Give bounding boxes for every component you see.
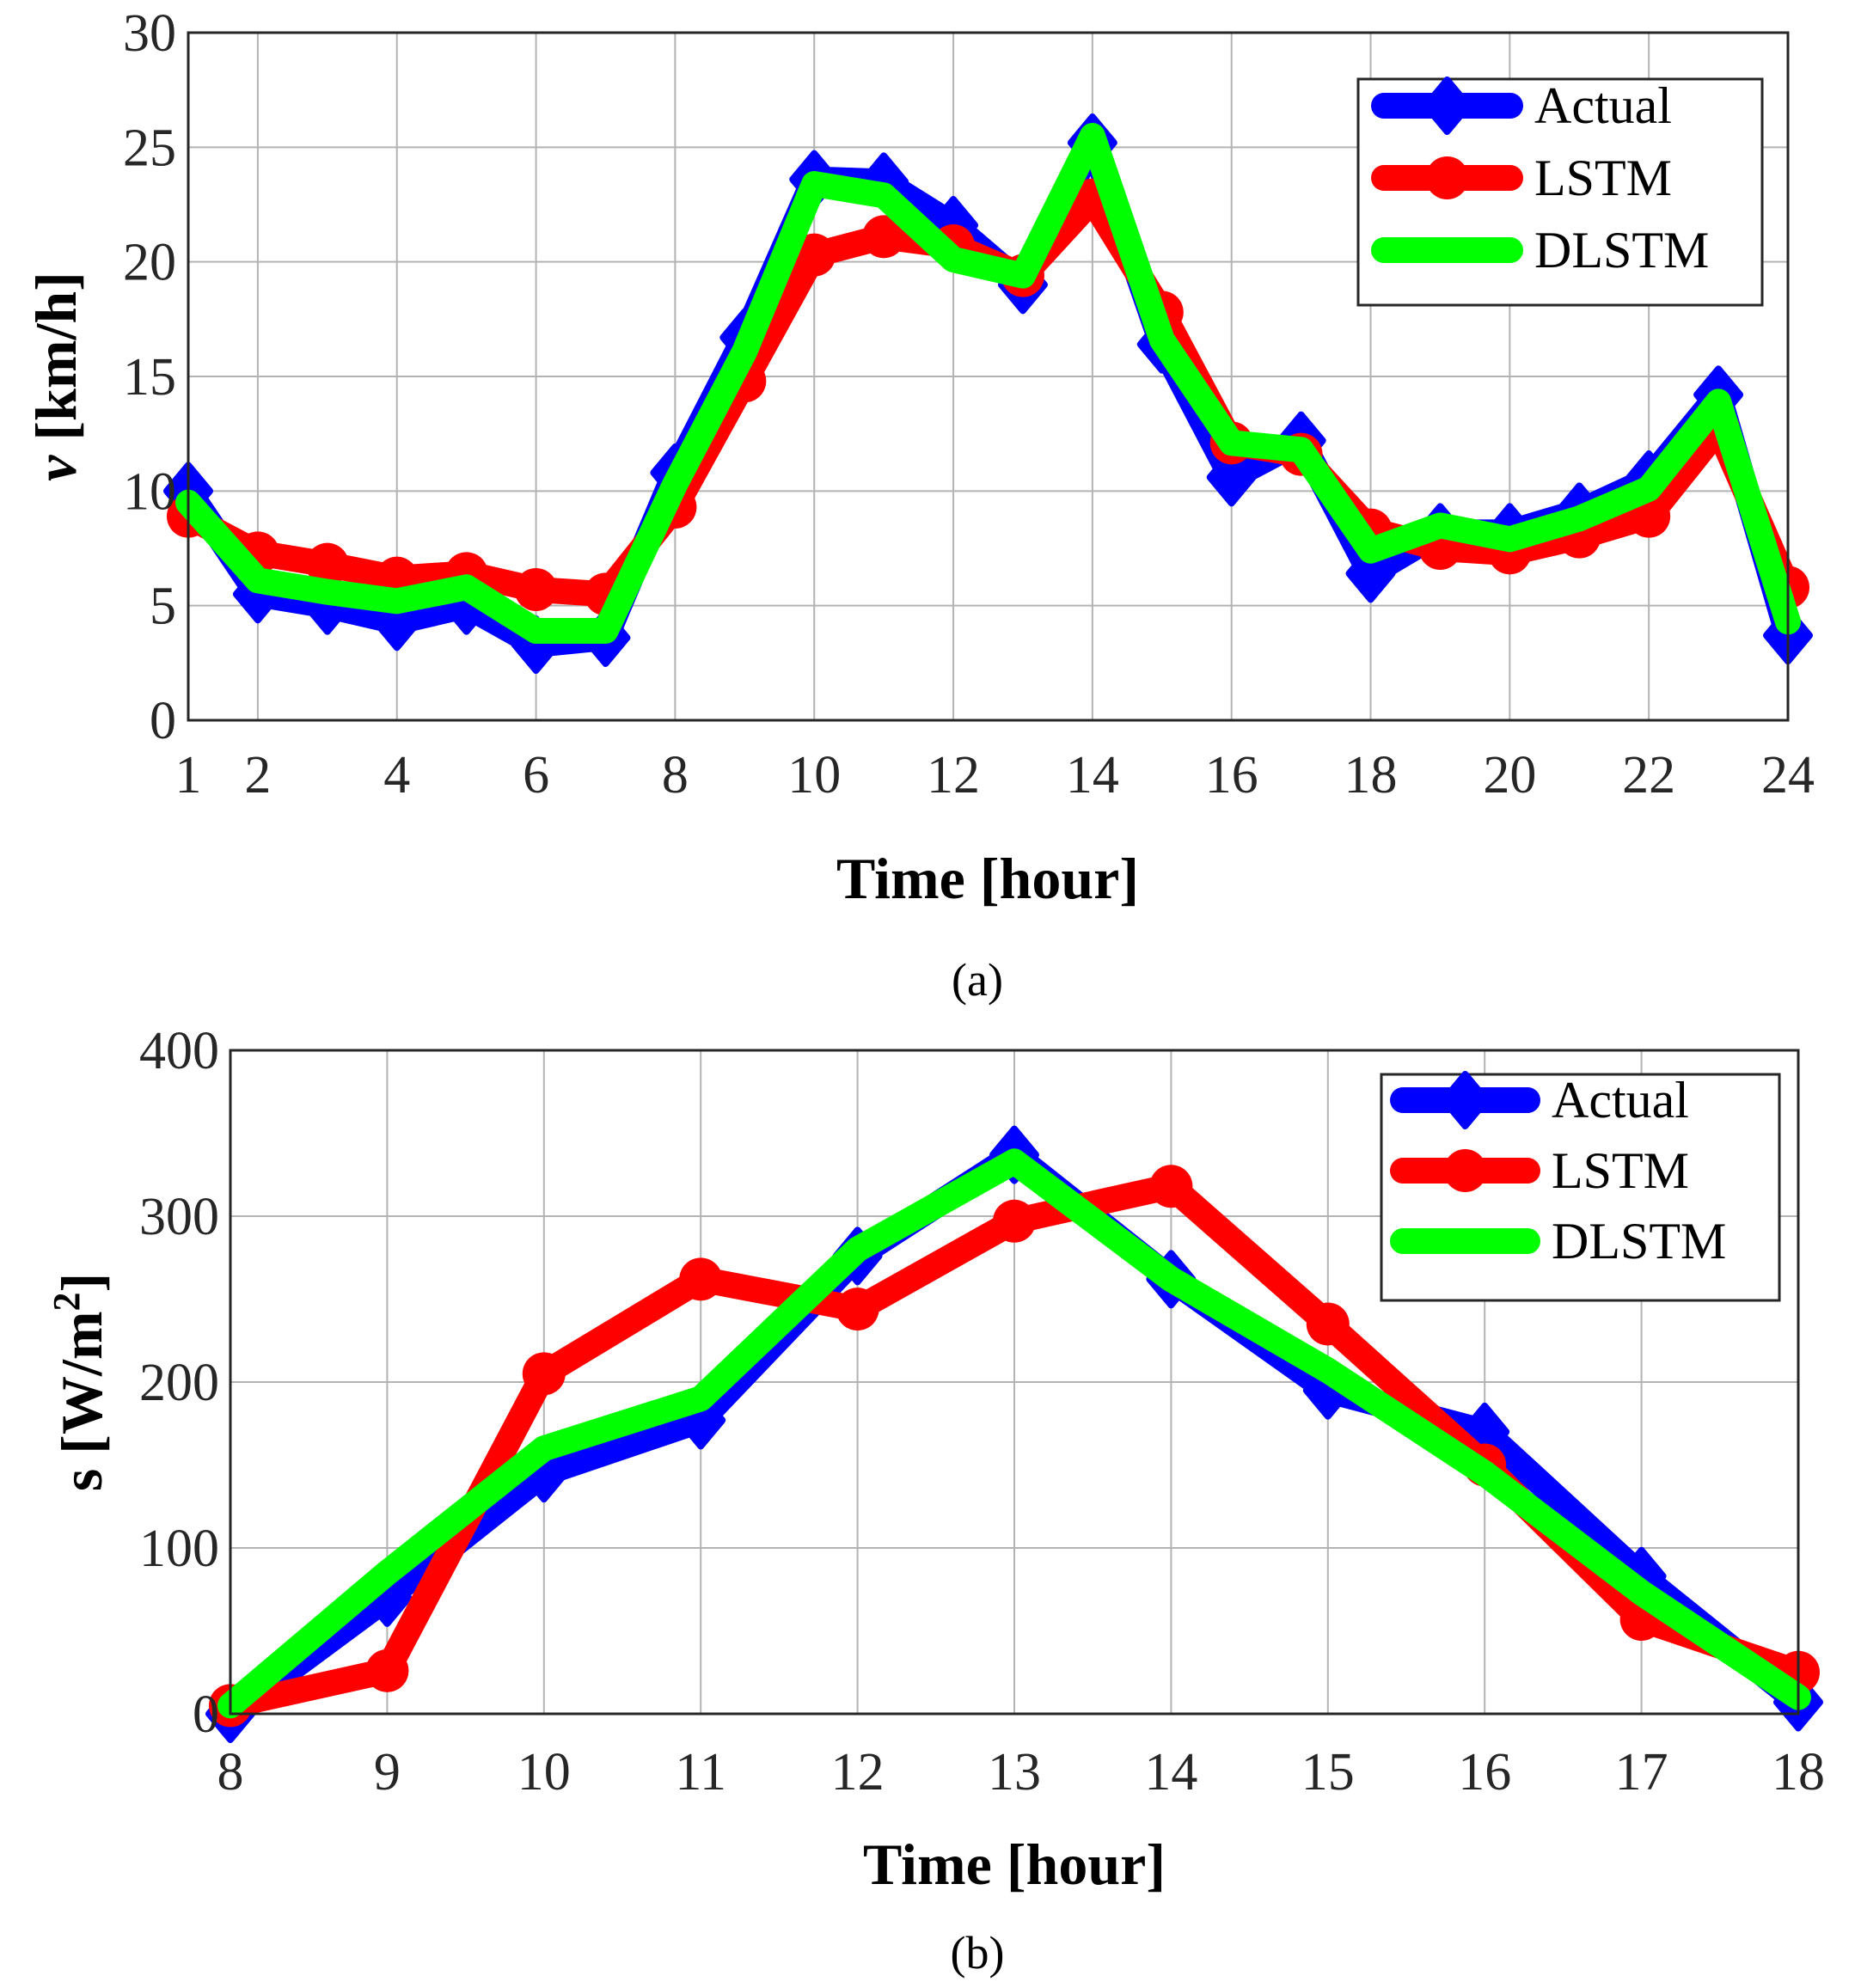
x-axis-label-a: Time [hour] <box>836 846 1139 911</box>
y-axis-unit-a: [km/h] <box>23 272 89 455</box>
x-tick-label: 10 <box>517 1743 571 1801</box>
point-lstm <box>1149 1165 1193 1208</box>
y-ticks-b: 0 100 200 300 400 <box>139 1022 219 1744</box>
legend-marker-lstm <box>1443 1149 1487 1192</box>
x-tick-label: 18 <box>1344 746 1398 804</box>
y-tick-label: 10 <box>123 462 176 521</box>
x-axis-label-b: Time [hour] <box>863 1832 1166 1897</box>
x-tick-label: 8 <box>662 746 689 804</box>
point-lstm <box>836 1288 879 1331</box>
point-lstm <box>1306 1302 1350 1346</box>
x-tick-label: 8 <box>217 1743 244 1801</box>
series-line-dlstm <box>217 1148 1811 1719</box>
panel-label-b: (b) <box>951 1927 1005 1979</box>
y-axis-symbol-a: v <box>23 455 89 481</box>
x-tick-label: 15 <box>1301 1743 1355 1801</box>
y-axis-sup-b: 2 <box>46 1293 88 1312</box>
y-tick-label: 300 <box>139 1188 219 1246</box>
y-tick-label: 0 <box>193 1685 219 1744</box>
y-tick-label: 400 <box>139 1022 219 1080</box>
x-tick-label: 22 <box>1622 746 1675 804</box>
x-tick-label: 24 <box>1761 746 1815 804</box>
y-axis-close-b: ] <box>49 1273 114 1293</box>
legend-marker-actual <box>1440 1071 1491 1129</box>
x-tick-label: 4 <box>383 746 410 804</box>
x-tick-label: 12 <box>927 746 980 804</box>
point-actual <box>1206 448 1257 507</box>
point-lstm <box>305 542 349 586</box>
x-tick-label: 16 <box>1458 1743 1511 1801</box>
x-tick-label: 2 <box>244 746 271 804</box>
legend-marker-actual <box>1422 76 1472 135</box>
point-lstm <box>793 233 836 277</box>
x-ticks-b: 8 9 10 11 12 13 14 15 16 17 18 <box>217 1743 1826 1801</box>
chart-panel-b: 0 100 200 300 400 8 9 10 11 12 13 14 15 16 17 18 Time … <box>46 1022 1825 1979</box>
y-tick-label: 200 <box>139 1354 219 1412</box>
x-ticks-a: 1 2 4 6 8 10 12 14 16 18 20 22 24 <box>175 746 1815 804</box>
panel-label-a: (a) <box>952 954 1003 1006</box>
point-lstm <box>365 1649 409 1692</box>
y-tick-label: 0 <box>150 692 176 750</box>
x-tick-label: 14 <box>1066 746 1119 804</box>
x-tick-label: 16 <box>1205 746 1258 804</box>
y-tick-label: 15 <box>123 348 176 407</box>
point-lstm <box>993 1199 1036 1243</box>
legend-label-lstm: LSTM <box>1552 1142 1689 1199</box>
x-tick-label: 17 <box>1615 1743 1668 1801</box>
legend-label-dlstm: DLSTM <box>1552 1213 1726 1269</box>
x-tick-label: 9 <box>374 1743 401 1801</box>
x-tick-label: 6 <box>523 746 549 804</box>
x-tick-label: 10 <box>787 746 841 804</box>
y-ticks-a: 0 5 10 15 20 25 30 <box>123 4 176 750</box>
legend-b: Actual LSTM DLSTM <box>1380 1071 1781 1302</box>
legend-label-actual: Actual <box>1534 77 1672 134</box>
legend-label-dlstm: DLSTM <box>1534 222 1709 278</box>
legend-label-lstm: LSTM <box>1534 150 1672 206</box>
series-line-dlstm <box>175 123 1801 644</box>
y-tick-label: 20 <box>123 234 176 292</box>
x-tick-label: 18 <box>1772 1743 1825 1801</box>
legend-marker-lstm <box>1425 156 1469 199</box>
point-lstm <box>522 1352 566 1396</box>
x-tick-label: 1 <box>175 746 202 804</box>
y-tick-label: 25 <box>123 119 176 177</box>
x-tick-label: 20 <box>1483 746 1536 804</box>
y-axis-label-b: s [W/m2] <box>46 1273 114 1491</box>
point-lstm <box>862 215 906 259</box>
x-tick-label: 14 <box>1144 1743 1197 1801</box>
y-tick-label: 30 <box>123 4 176 63</box>
plot-frame-b <box>229 1049 1800 1716</box>
legend-label-actual: Actual <box>1552 1072 1689 1129</box>
point-actual <box>1345 544 1396 603</box>
point-lstm <box>514 568 558 611</box>
series-b <box>205 1125 1823 1743</box>
plot-frame-a <box>187 31 1790 722</box>
legend-a: Actual LSTM DLSTM <box>1356 76 1764 307</box>
x-tick-label: 13 <box>988 1743 1041 1801</box>
y-tick-label: 100 <box>139 1520 219 1578</box>
x-tick-label: 12 <box>831 1743 885 1801</box>
y-axis-label-a: v [km/h] <box>23 272 89 481</box>
y-axis-main-b: s [W/m <box>49 1312 114 1492</box>
y-tick-label: 5 <box>150 578 176 636</box>
point-lstm <box>679 1257 723 1301</box>
x-tick-label: 11 <box>675 1743 726 1801</box>
